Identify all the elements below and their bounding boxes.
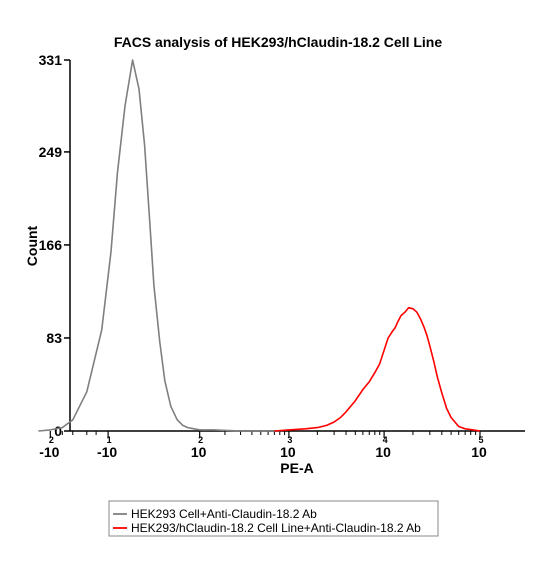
y-tick-label: 331	[39, 52, 63, 68]
chart-title: FACS analysis of HEK293/hClaudin-18.2 Ce…	[114, 34, 443, 50]
y-tick-label: 0	[54, 423, 62, 439]
legend-box	[108, 500, 439, 537]
series-line-1	[38, 59, 280, 432]
x-tick-label-exponent: 5	[478, 435, 483, 445]
y-tick-label: 166	[39, 237, 63, 253]
y-axis-label: Count	[24, 225, 40, 266]
x-tick-label-base: 10	[471, 444, 487, 460]
x-tick-label-exponent: 2	[49, 435, 54, 445]
x-tick-label-exponent: 1	[107, 435, 112, 445]
x-axis-label: PE-A	[280, 460, 313, 476]
y-ticks: 0 83 166 249 331	[39, 52, 70, 439]
legend-label-2: HEK293/hClaudin-18.2 Cell Line+Anti-Clau…	[131, 521, 421, 535]
x-tick-label-exponent: 2	[198, 435, 203, 445]
y-tick-label: 249	[39, 144, 63, 160]
x-tick-label-base: -10	[97, 444, 117, 460]
series-line-2	[274, 306, 481, 432]
legend: HEK293 Cell+Anti-Claudin-18.2 AbHEK293/h…	[108, 500, 439, 537]
x-tick-label-exponent: 4	[383, 435, 388, 445]
x-tick-label-base: 10	[375, 444, 391, 460]
x-tick-label-base: 10	[191, 444, 207, 460]
y-tick-label: 83	[46, 330, 62, 346]
x-tick-label-exponent: 3	[287, 435, 292, 445]
x-tick-label-base: 10	[280, 444, 296, 460]
series-layer	[38, 59, 481, 432]
x-tick-label-base: -10	[39, 444, 59, 460]
legend-label-1: HEK293 Cell+Anti-Claudin-18.2 Ab	[131, 507, 317, 521]
